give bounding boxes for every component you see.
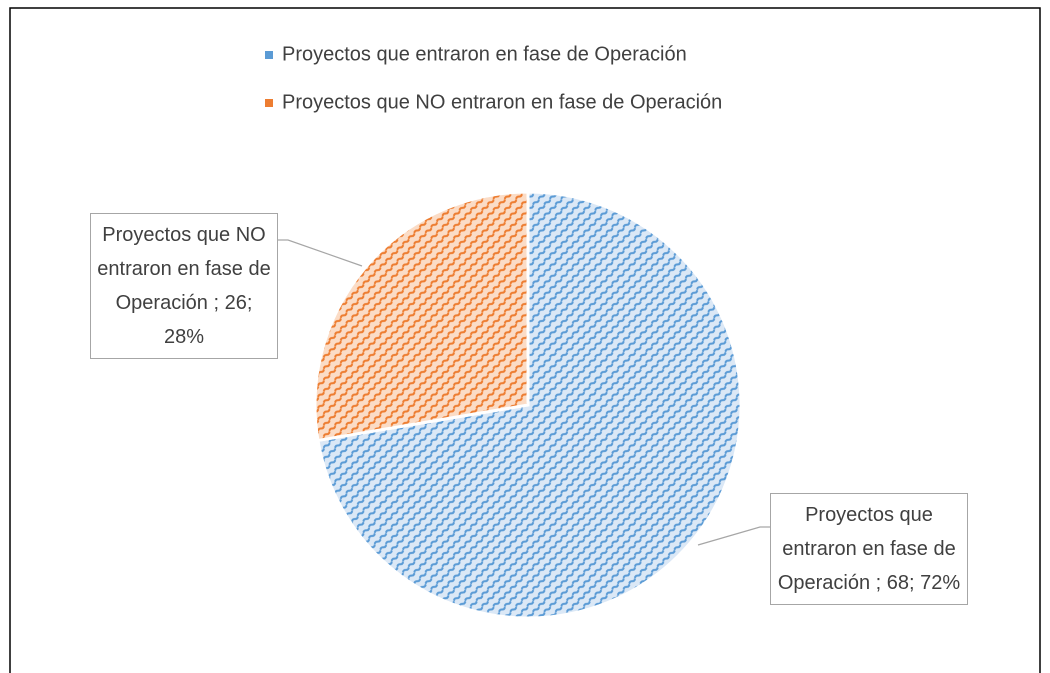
frame [9,7,1041,673]
legend-label: Proyectos que NO entraron en fase de Ope… [282,91,722,113]
data-label: Proyectos que entraron en fase de Operac… [770,493,968,605]
legend-marker [265,99,273,107]
data-label: Proyectos que NO entraron en fase de Ope… [90,213,278,359]
leader-line [278,239,363,267]
pie-slice [313,190,530,443]
leader-line [697,526,770,546]
legend-label: Proyectos que entraron en fase de Operac… [282,43,687,65]
legend-marker [265,51,273,59]
